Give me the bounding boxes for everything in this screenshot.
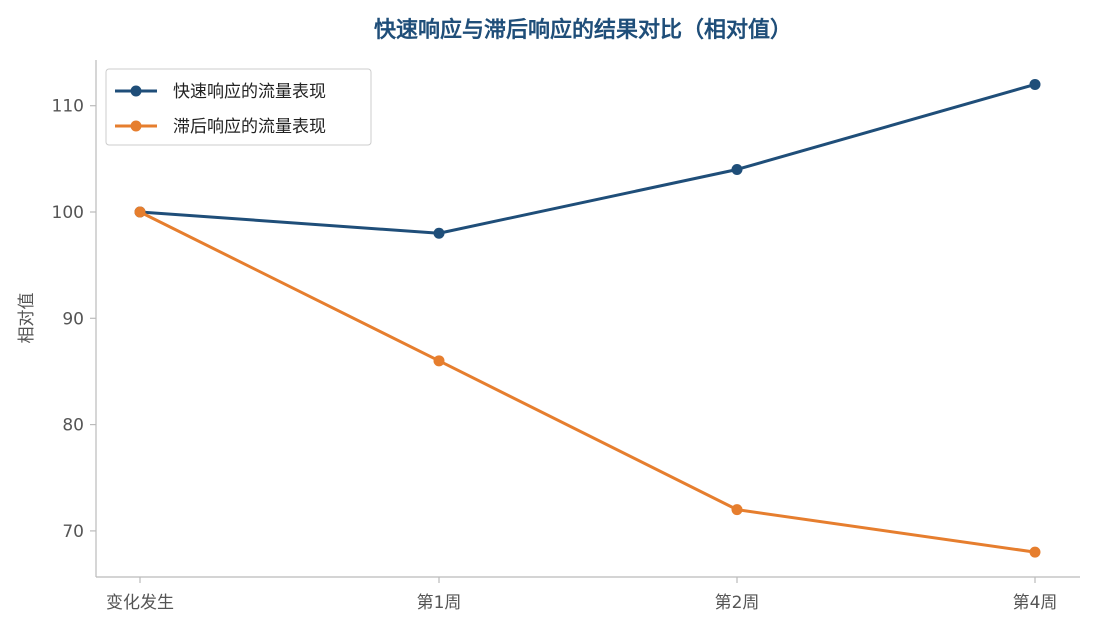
legend-swatch-marker bbox=[130, 120, 142, 132]
legend-label: 滞后响应的流量表现 bbox=[173, 117, 326, 137]
x-ticks: 变化发生 第1周 第2周 第4周 bbox=[106, 577, 1057, 613]
series-2-point bbox=[1029, 546, 1041, 558]
chart-title: 快速响应与滞后响应的结果对比（相对值） bbox=[374, 17, 792, 43]
y-tick-label: 110 bbox=[52, 97, 84, 117]
series-line-1 bbox=[139, 82, 1036, 235]
series-lines bbox=[134, 78, 1041, 558]
x-tick-label: 变化发生 bbox=[106, 593, 174, 613]
series-2-point bbox=[433, 355, 445, 367]
y-tick-label: 80 bbox=[62, 416, 84, 436]
series-1-point bbox=[731, 163, 743, 175]
y-axis-label: 相对值 bbox=[17, 293, 37, 344]
y-tick-label: 70 bbox=[62, 522, 84, 542]
series-1-point bbox=[1029, 78, 1041, 90]
x-tick-label: 第1周 bbox=[417, 593, 462, 613]
y-tick-label: 100 bbox=[52, 203, 84, 223]
series-2-point bbox=[134, 206, 146, 218]
y-ticks: 70 80 90 100 110 bbox=[52, 97, 96, 542]
series-1-point bbox=[433, 227, 445, 239]
legend-label: 快速响应的流量表现 bbox=[173, 82, 326, 102]
x-tick-label: 第2周 bbox=[715, 593, 760, 613]
legend-swatch-marker bbox=[130, 85, 142, 97]
legend-box bbox=[105, 68, 372, 146]
y-tick-label: 90 bbox=[62, 309, 84, 329]
series-line-2 bbox=[139, 210, 1036, 554]
x-tick-label: 第4周 bbox=[1013, 593, 1058, 613]
series-2-point bbox=[731, 504, 743, 516]
